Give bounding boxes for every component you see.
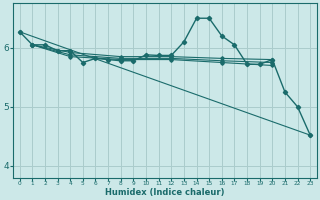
- X-axis label: Humidex (Indice chaleur): Humidex (Indice chaleur): [105, 188, 225, 197]
